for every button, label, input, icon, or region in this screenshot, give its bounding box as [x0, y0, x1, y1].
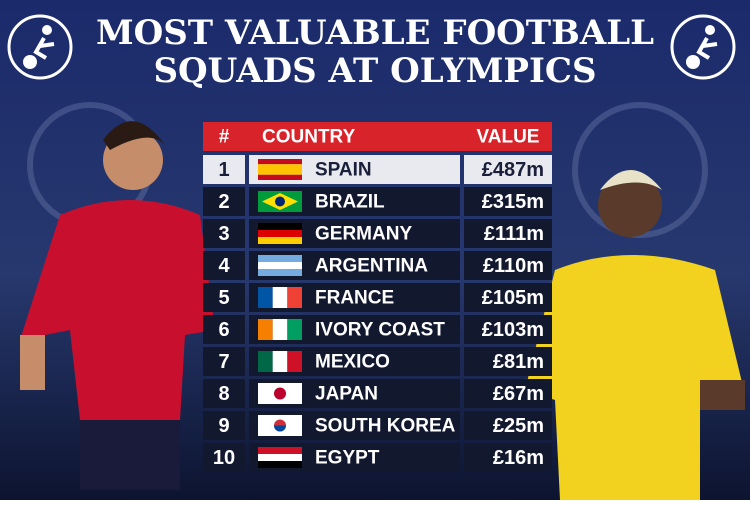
rank: 4 [218, 255, 230, 277]
flag-stripe [258, 164, 302, 170]
country: SOUTH KOREA [315, 416, 456, 437]
value: £67m [493, 383, 544, 405]
table: # COUNTRY VALUE 1 SPAIN £487m 2 BRAZIL £315m 3 GER… [203, 122, 552, 472]
rank: 10 [213, 447, 235, 469]
rank: 7 [218, 351, 229, 373]
cell [203, 411, 245, 440]
table-row: 6 IVORY COAST £103m [203, 315, 552, 344]
table-row: 8 JAPAN £67m [203, 379, 552, 408]
column-header: VALUE [477, 127, 540, 148]
flag-stripe [258, 319, 273, 340]
cell [464, 443, 552, 472]
column-header: COUNTRY [262, 127, 356, 148]
rank: 9 [218, 415, 229, 437]
cell [203, 347, 245, 376]
country: JAPAN [315, 384, 378, 405]
logo-right [670, 14, 736, 80]
cell [203, 187, 245, 216]
country: EGYPT [315, 448, 380, 469]
flag-stripe [258, 351, 273, 372]
country: BRAZIL [315, 192, 385, 213]
rank: 3 [218, 223, 229, 245]
flag-stripe [258, 223, 302, 230]
table-row: 5 FRANCE £105m [203, 283, 552, 312]
title-line: MOST VALUABLE FOOTBALL [96, 13, 654, 53]
title-line: SQUADS AT OLYMPICS [153, 51, 596, 91]
cell [203, 443, 245, 472]
flag-stripe [258, 454, 302, 461]
country: FRANCE [315, 288, 394, 309]
flag-stripe [258, 237, 302, 244]
cell [464, 283, 552, 312]
flag-stripe [272, 319, 288, 340]
value: £315m [482, 191, 544, 213]
flag-stripe [258, 262, 302, 269]
rank: 8 [218, 383, 229, 405]
logo-left [7, 14, 73, 80]
table-row: 3 GERMANY £111m [203, 219, 552, 248]
value: £110m [483, 255, 544, 277]
table-row: 10 EGYPT £16m [203, 443, 552, 472]
cell [464, 315, 552, 344]
cell [464, 187, 552, 216]
flag-stripe [287, 287, 302, 308]
value: £25m [493, 415, 544, 437]
flag-half [274, 425, 286, 432]
flag-stripe [258, 287, 273, 308]
player-left [20, 121, 215, 490]
country: MEXICO [315, 352, 390, 373]
cell [203, 379, 245, 408]
value: £487m [482, 159, 544, 181]
flag-stripe [258, 255, 302, 262]
flag-circle [274, 387, 286, 400]
column-header: # [219, 127, 230, 148]
value: £105m [482, 287, 544, 309]
cell [203, 283, 245, 312]
value: £16m [493, 447, 544, 469]
flag-stripe [258, 169, 302, 175]
cell [464, 347, 552, 376]
value: £111m [484, 223, 544, 245]
cell [203, 155, 245, 184]
player-right [525, 170, 745, 500]
flag-stripe [258, 230, 302, 237]
flag-stripe [272, 351, 288, 372]
flag-stripe [258, 159, 302, 165]
flag-stripe [258, 461, 302, 468]
value: £103m [482, 319, 544, 341]
cell [464, 411, 552, 440]
flag-stripe [258, 447, 302, 454]
cell [464, 155, 552, 184]
flag-stripe [287, 319, 302, 340]
cell [203, 219, 245, 248]
flag-stripe [258, 269, 302, 276]
country: GERMANY [315, 224, 412, 245]
table-row: 7 MEXICO £81m [203, 347, 552, 376]
table-row: 4 ARGENTINA £110m [203, 251, 552, 280]
cell [464, 219, 552, 248]
table-row: 9 SOUTH KOREA £25m [203, 411, 552, 440]
rank: 6 [218, 319, 229, 341]
cell [203, 251, 245, 280]
flag-circle [275, 196, 285, 207]
country: SPAIN [315, 160, 372, 181]
flag-stripe [258, 174, 302, 180]
country: ARGENTINA [315, 256, 428, 277]
value: £81m [493, 351, 544, 373]
country: IVORY COAST [315, 320, 445, 341]
cell [464, 251, 552, 280]
flag-stripe [287, 351, 302, 372]
cell [203, 315, 245, 344]
flag-stripe [272, 287, 288, 308]
table-row: 2 BRAZIL £315m [203, 187, 552, 216]
rank: 2 [218, 191, 229, 213]
header-row [203, 122, 552, 151]
table-row: 1 SPAIN £487m [203, 155, 552, 184]
rank: 5 [218, 287, 229, 309]
cell [464, 379, 552, 408]
rank: 1 [218, 159, 229, 181]
